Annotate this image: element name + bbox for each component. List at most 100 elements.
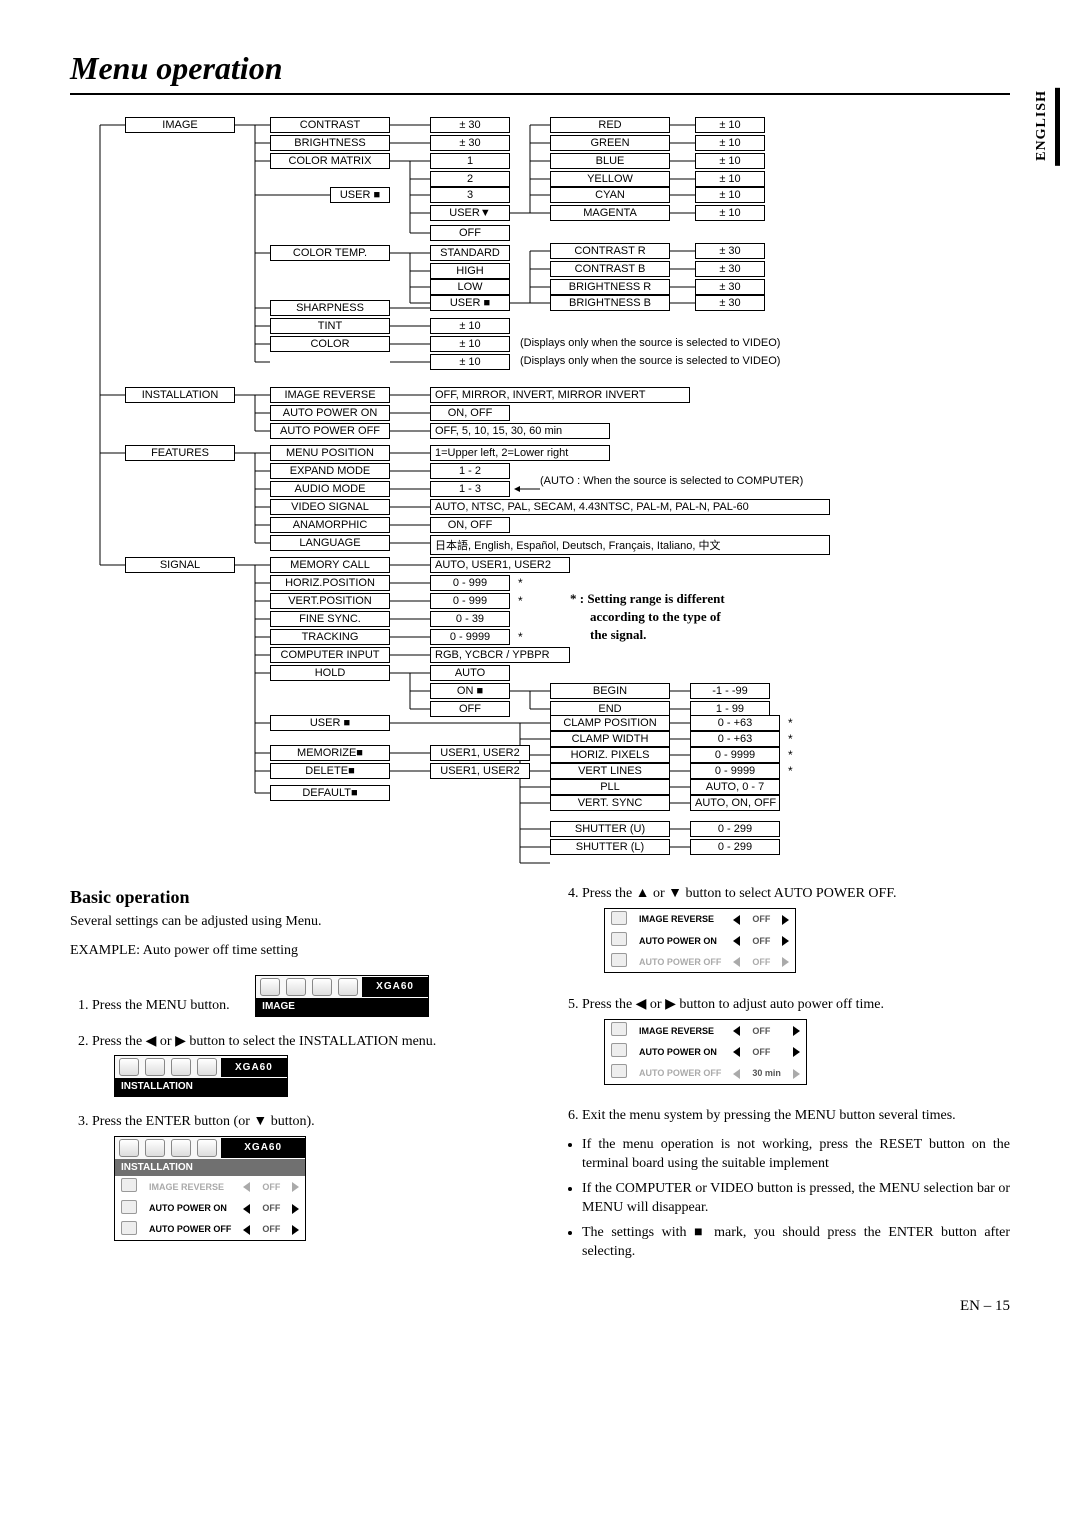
arrow-right-icon bbox=[782, 915, 789, 925]
page-title: Menu operation bbox=[70, 50, 1010, 95]
c-apon: AUTO POWER ON bbox=[270, 405, 390, 421]
tab-install: INSTALLATION bbox=[115, 1078, 287, 1096]
c-tint: TINT bbox=[270, 318, 390, 334]
c-brightness: BRIGHTNESS bbox=[270, 135, 390, 151]
v5-off: OFF bbox=[746, 1020, 787, 1041]
v-offh: OFF bbox=[430, 701, 510, 717]
c-pll: PLL bbox=[550, 779, 670, 795]
v-g10: ± 10 bbox=[695, 135, 765, 151]
xga-label: XGA60 bbox=[221, 1138, 305, 1158]
menu-icon bbox=[171, 1139, 191, 1157]
astc4: * bbox=[788, 764, 793, 778]
c-video: VIDEO SIGNAL bbox=[270, 499, 390, 515]
c-lang: LANGUAGE bbox=[270, 535, 390, 551]
install-table4: IMAGE REVERSEOFF AUTO POWER ONOFF AUTO P… bbox=[605, 909, 795, 972]
row-icon bbox=[611, 1064, 627, 1078]
step-4: Press the ▲ or ▼ button to select AUTO P… bbox=[582, 885, 1010, 988]
row-icon bbox=[611, 953, 627, 967]
c-memcall: MEMORY CALL bbox=[270, 557, 390, 573]
menu-icon bbox=[260, 978, 280, 996]
c-clw: CLAMP WIDTH bbox=[550, 731, 670, 747]
tree-installation: INSTALLATION bbox=[125, 387, 235, 403]
c-del: DELETE■ bbox=[270, 763, 390, 779]
c-mem: MEMORIZE■ bbox=[270, 745, 390, 761]
v-vpos: 0 - 999 bbox=[430, 593, 510, 609]
ast2: * bbox=[518, 594, 523, 608]
r-apoff: AUTO POWER OFF bbox=[143, 1219, 237, 1240]
row-icon bbox=[611, 911, 627, 925]
c-yellow: YELLOW bbox=[550, 171, 670, 187]
r5-imgrev: IMAGE REVERSE bbox=[633, 1020, 727, 1041]
v-imgrev: OFF, MIRROR, INVERT, MIRROR INVERT bbox=[430, 387, 690, 403]
c-usersq: USER ■ bbox=[270, 715, 390, 731]
v-fsync: 0 - 39 bbox=[430, 611, 510, 627]
row-icon bbox=[121, 1221, 137, 1235]
v-expand: 1 - 2 bbox=[430, 463, 510, 479]
c-menupos: MENU POSITION bbox=[270, 445, 390, 461]
c-begin: BEGIN bbox=[550, 683, 670, 699]
arrow-right-icon bbox=[292, 1225, 299, 1235]
step3-text: Press the ENTER button (or ▼ button). bbox=[92, 1114, 315, 1129]
v-vl: 0 - 9999 bbox=[690, 763, 780, 779]
basic-heading: Basic operation bbox=[70, 885, 520, 909]
arrow-right-icon bbox=[292, 1182, 299, 1192]
r5-apon: AUTO POWER ON bbox=[633, 1041, 727, 1062]
v-pm10b: ± 10 bbox=[430, 336, 510, 352]
menu-icon bbox=[312, 978, 332, 996]
menu-icon bbox=[338, 978, 358, 996]
v-pm30a: ± 30 bbox=[430, 117, 510, 133]
v-off2: OFF bbox=[256, 1198, 286, 1219]
menubar-1: XGA60 IMAGE bbox=[255, 975, 429, 1017]
note-s2: according to the type of bbox=[590, 609, 721, 625]
v-y10: ± 10 bbox=[695, 171, 765, 187]
astc1: * bbox=[788, 716, 793, 730]
row-icon bbox=[121, 1178, 137, 1192]
c-colormatrix: COLOR MATRIX bbox=[270, 153, 390, 169]
v-del: USER1, USER2 bbox=[430, 763, 530, 779]
arrow-left-icon bbox=[243, 1204, 250, 1214]
ast3: * bbox=[518, 630, 523, 644]
menu-tree-diagram: IMAGE INSTALLATION FEATURES SIGNAL CONTR… bbox=[70, 115, 1010, 875]
r4-apoff: AUTO POWER OFF bbox=[633, 951, 727, 972]
step5-text: Press the ◀ or ▶ button to adjust auto p… bbox=[582, 997, 884, 1012]
arrow-right-icon bbox=[793, 1047, 800, 1057]
v-std: STANDARD bbox=[430, 245, 510, 261]
v-onsq: ON ■ bbox=[430, 683, 510, 699]
arrow-left-icon bbox=[733, 936, 740, 946]
v5-off2: OFF bbox=[746, 1041, 787, 1062]
arrow-right-icon bbox=[782, 936, 789, 946]
ast1: * bbox=[518, 576, 523, 590]
c-cb: CONTRAST B bbox=[550, 261, 670, 277]
menu-icon bbox=[197, 1139, 217, 1157]
menu-icon bbox=[171, 1058, 191, 1076]
c-apoff: AUTO POWER OFF bbox=[270, 423, 390, 439]
v-clw: 0 - +63 bbox=[690, 731, 780, 747]
tree-signal: SIGNAL bbox=[125, 557, 235, 573]
v-high: HIGH bbox=[430, 263, 510, 279]
c-contrast: CONTRAST bbox=[270, 117, 390, 133]
v-onoff: ON, OFF bbox=[430, 405, 510, 421]
v-video: AUTO, NTSC, PAL, SECAM, 4.43NTSC, PAL-M,… bbox=[430, 499, 830, 515]
page-number: EN – 15 bbox=[70, 1298, 1010, 1315]
c-sharpness: SHARPNESS bbox=[270, 300, 390, 316]
step-5: Press the ◀ or ▶ button to adjust auto p… bbox=[582, 996, 1010, 1099]
c-hpos: HORIZ.POSITION bbox=[270, 575, 390, 591]
c-sl: SHUTTER (L) bbox=[550, 839, 670, 855]
c-magenta: MAGENTA bbox=[550, 205, 670, 221]
note-computer: (AUTO : When the source is selected to C… bbox=[540, 475, 803, 487]
v-br: ± 30 bbox=[695, 279, 765, 295]
r4-imgrev: IMAGE REVERSE bbox=[633, 909, 727, 930]
v-hpos: 0 - 999 bbox=[430, 575, 510, 591]
v-low: LOW bbox=[430, 279, 510, 295]
v-track: 0 - 9999 bbox=[430, 629, 510, 645]
c-bb: BRIGHTNESS B bbox=[550, 295, 670, 311]
language-tab: ENGLISH bbox=[1034, 90, 1050, 161]
v-off: OFF bbox=[256, 1176, 286, 1197]
c-br: BRIGHTNESS R bbox=[550, 279, 670, 295]
arrow-left-icon bbox=[733, 1069, 740, 1079]
r-apon: AUTO POWER ON bbox=[143, 1198, 237, 1219]
row-icon bbox=[611, 1022, 627, 1036]
step4-text: Press the ▲ or ▼ button to select AUTO P… bbox=[582, 886, 897, 901]
v-1: 1 bbox=[430, 153, 510, 169]
v-c10: ± 10 bbox=[695, 187, 765, 203]
